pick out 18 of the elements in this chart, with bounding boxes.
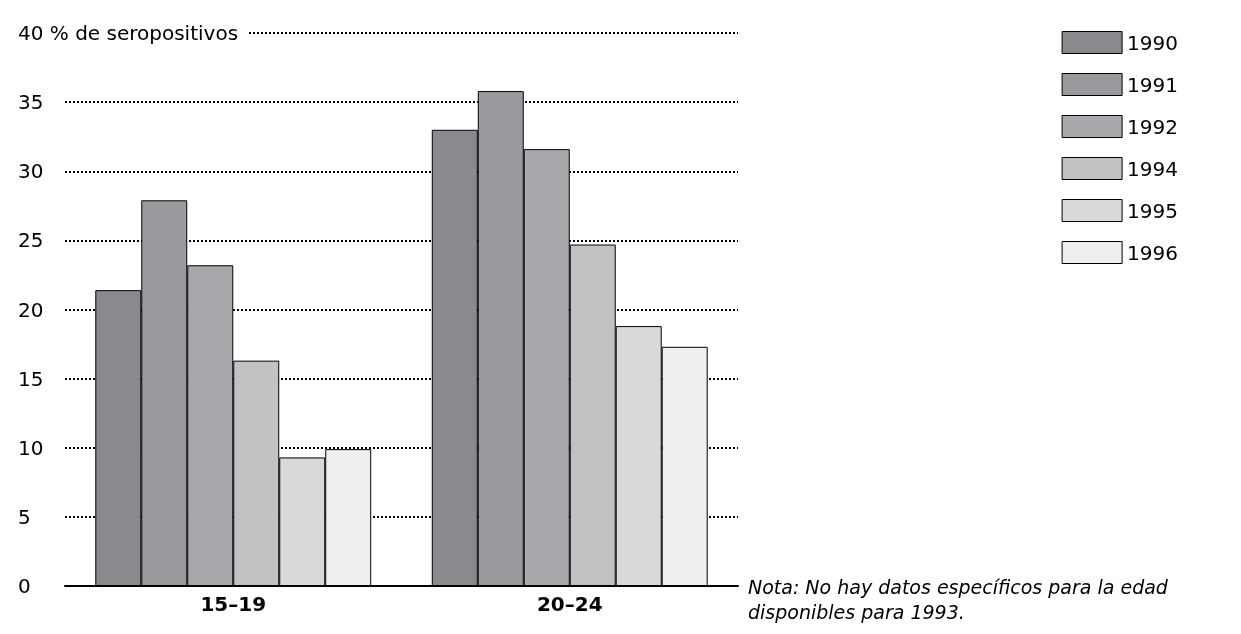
legend-label: 1996	[1127, 240, 1179, 265]
y-tick-label: 35	[18, 90, 44, 115]
legend-label: 1994	[1127, 156, 1179, 181]
y-tick-label: 20	[18, 297, 44, 322]
y-tick-label: 10	[18, 435, 44, 460]
legend-label: 1992	[1127, 114, 1179, 139]
text: Nota: No hay datos específicos para la edad disponibles para 1993.	[748, 575, 1174, 623]
legend-label: 1991	[1127, 72, 1179, 97]
legend-label: 1995	[1127, 198, 1179, 223]
y-tick-label: 0	[18, 574, 31, 598]
legend-label: 1990	[1127, 30, 1179, 55]
y-tick-label: 15	[18, 366, 44, 391]
y-tick-label: 40 % de seropositivos	[18, 21, 239, 45]
y-tick-label: 30	[18, 159, 44, 184]
y-tick-label: 5	[18, 504, 31, 529]
x-tick-label: 20–24	[536, 592, 603, 616]
x-tick-label: 15–19	[200, 592, 267, 616]
y-tick-label: 25	[18, 228, 44, 253]
